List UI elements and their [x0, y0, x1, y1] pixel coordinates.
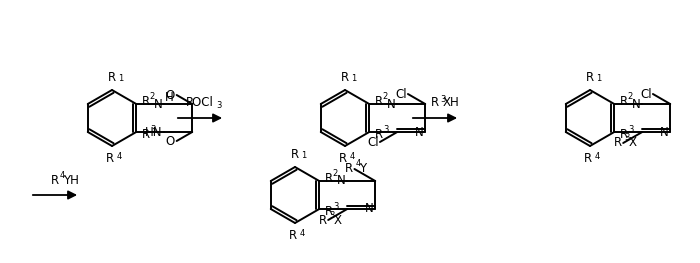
Text: O: O [165, 89, 175, 102]
Text: R: R [142, 128, 150, 141]
Text: R: R [345, 163, 354, 175]
Text: 4: 4 [350, 152, 355, 161]
Text: R: R [375, 128, 383, 141]
Text: 3: 3 [150, 125, 155, 134]
Text: POCl: POCl [186, 97, 214, 109]
Text: N: N [153, 98, 162, 110]
Text: N: N [631, 98, 640, 110]
Text: R: R [289, 229, 297, 242]
Text: R: R [341, 71, 349, 84]
Text: HN: HN [145, 125, 162, 139]
Text: 3: 3 [628, 125, 634, 134]
Text: XH: XH [443, 97, 460, 109]
Text: O: O [165, 134, 175, 148]
Text: N: N [337, 174, 345, 188]
Text: 4: 4 [595, 152, 601, 161]
Text: R: R [584, 152, 592, 165]
Text: 3: 3 [329, 210, 335, 220]
Text: R: R [339, 152, 347, 165]
Text: N: N [365, 203, 373, 215]
Text: 3: 3 [216, 102, 221, 110]
Text: R: R [142, 95, 150, 108]
Text: H: H [165, 90, 174, 104]
Text: N: N [659, 125, 668, 139]
Text: R: R [620, 128, 628, 141]
Text: X: X [628, 136, 636, 149]
Text: YH: YH [63, 174, 79, 186]
Text: R: R [431, 97, 439, 109]
Text: 3: 3 [333, 202, 338, 211]
Text: 1: 1 [301, 151, 307, 160]
Text: 4: 4 [60, 171, 65, 180]
Text: R: R [375, 95, 383, 108]
Text: R: R [586, 71, 594, 84]
Text: Cl: Cl [368, 135, 379, 149]
Text: 2: 2 [333, 169, 338, 178]
Text: R: R [51, 174, 59, 186]
Text: 2: 2 [383, 92, 388, 102]
Text: Y: Y [360, 163, 367, 175]
Text: 1: 1 [118, 74, 123, 83]
Text: R: R [108, 71, 116, 84]
Text: R: R [319, 214, 327, 226]
Text: R: R [325, 205, 333, 218]
Text: R: R [291, 148, 299, 161]
Text: Cl: Cl [640, 88, 652, 100]
Text: 4: 4 [117, 152, 122, 161]
Text: 3: 3 [624, 134, 629, 143]
Text: R: R [106, 152, 114, 165]
Text: R: R [620, 95, 628, 108]
Text: 2: 2 [150, 92, 155, 102]
Text: Cl: Cl [395, 88, 407, 100]
Text: 3: 3 [440, 94, 445, 104]
Text: 4: 4 [356, 159, 360, 169]
Text: N: N [386, 98, 395, 110]
Text: R: R [614, 136, 622, 149]
Text: 4: 4 [300, 229, 305, 238]
Text: X: X [333, 214, 341, 226]
Text: 1: 1 [351, 74, 356, 83]
Text: N: N [414, 125, 424, 139]
Text: 2: 2 [628, 92, 633, 102]
Text: 1: 1 [596, 74, 601, 83]
Text: R: R [325, 173, 333, 185]
Text: 3: 3 [383, 125, 389, 134]
